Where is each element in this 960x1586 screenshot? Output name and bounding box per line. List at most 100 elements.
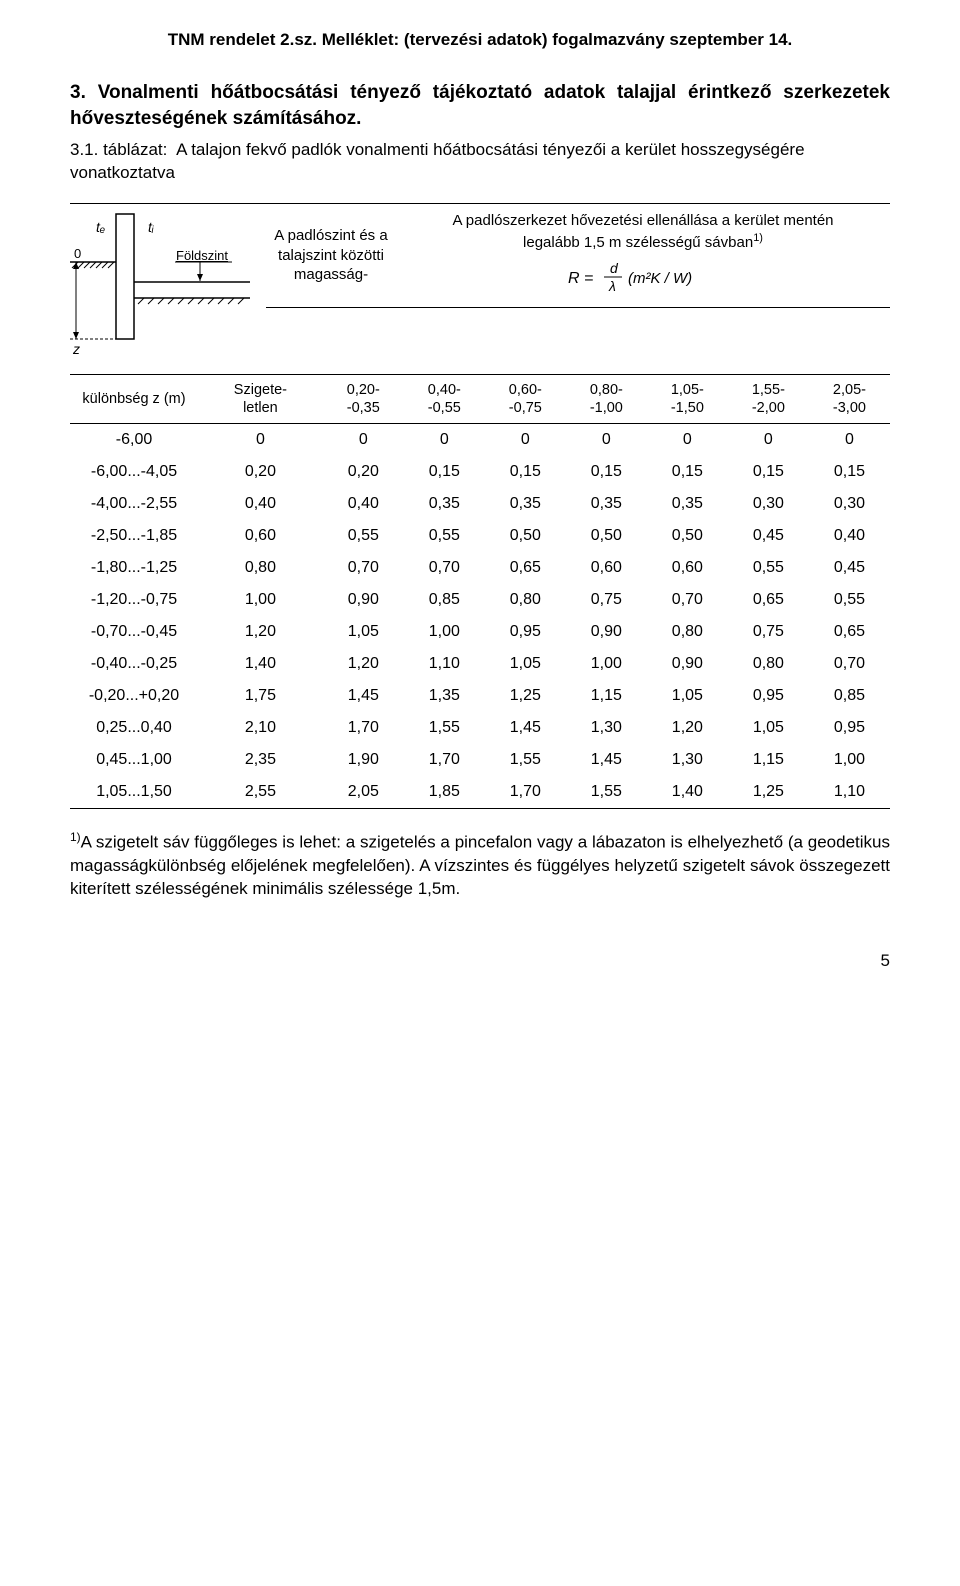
table-row: -6,00...-4,050,200,200,150,150,150,150,1… <box>70 456 890 488</box>
cell: 2,10 <box>198 712 323 744</box>
cell: 0,15 <box>647 456 728 488</box>
cell: 2,55 <box>198 776 323 809</box>
cell: 1,40 <box>198 648 323 680</box>
cell: 1,05 <box>485 648 566 680</box>
formula: R = d λ (m²K / W) <box>404 259 882 301</box>
col-header-1: 0,20--0,35 <box>323 375 404 424</box>
table-row: 0,45...1,002,351,901,701,551,451,301,151… <box>70 744 890 776</box>
cell: 0,15 <box>404 456 485 488</box>
cell: 1,45 <box>566 744 647 776</box>
svg-text:R =: R = <box>568 270 593 287</box>
table-row: -0,70...-0,451,201,051,000,950,900,800,7… <box>70 616 890 648</box>
header-left-cell: A padlószint és a talajszint közötti mag… <box>266 204 396 308</box>
cell: 0,15 <box>728 456 809 488</box>
row-label: 1,05...1,50 <box>70 776 198 809</box>
footnote-sup: 1) <box>70 830 81 844</box>
row-label: -1,80...-1,25 <box>70 552 198 584</box>
label-zero: 0 <box>74 246 81 261</box>
cell: 0,60 <box>647 552 728 584</box>
cell: 1,30 <box>647 744 728 776</box>
cell: 1,55 <box>404 712 485 744</box>
cell: 0,80 <box>485 584 566 616</box>
row-label: 0,25...0,40 <box>70 712 198 744</box>
row-label: -6,00...-4,05 <box>70 456 198 488</box>
cell: 0,40 <box>809 520 890 552</box>
cell: 0,55 <box>728 552 809 584</box>
table-row: 0,25...0,402,101,701,551,451,301,201,050… <box>70 712 890 744</box>
cell: 1,55 <box>566 776 647 809</box>
cell: 0,85 <box>404 584 485 616</box>
col-header-2: 0,40--0,55 <box>404 375 485 424</box>
table-row: -0,20...+0,201,751,451,351,251,151,050,9… <box>70 680 890 712</box>
col-header-7: 2,05--3,00 <box>809 375 890 424</box>
cell: 1,05 <box>323 616 404 648</box>
cell: 1,45 <box>323 680 404 712</box>
table-row: -1,80...-1,250,800,700,700,650,600,600,5… <box>70 552 890 584</box>
header-right-sup: 1) <box>753 232 763 244</box>
header-right-line2: legalább 1,5 m szélességű sávban <box>523 234 753 251</box>
cell: 0,15 <box>485 456 566 488</box>
cell: 0,90 <box>566 616 647 648</box>
cell: 0,15 <box>809 456 890 488</box>
header-right-cell: A padlószerkezet hővezetési ellenállása … <box>396 204 890 308</box>
cell: 0,40 <box>323 488 404 520</box>
header-block-table: A padlószint és a talajszint közötti mag… <box>266 204 890 308</box>
cell: 1,45 <box>485 712 566 744</box>
cell: 1,55 <box>485 744 566 776</box>
cell: 0,35 <box>485 488 566 520</box>
cell: 1,10 <box>404 648 485 680</box>
cell: 0 <box>485 424 566 457</box>
cell: 1,85 <box>404 776 485 809</box>
cell: 0,65 <box>728 584 809 616</box>
svg-text:d: d <box>610 260 619 276</box>
cell: 1,15 <box>566 680 647 712</box>
column-header-row: különbség z (m) Szigete-letlen 0,20--0,3… <box>70 375 890 424</box>
cell: 0 <box>809 424 890 457</box>
cell: 0,75 <box>566 584 647 616</box>
cell: 1,30 <box>566 712 647 744</box>
cell: 1,05 <box>647 680 728 712</box>
cell: 0,20 <box>323 456 404 488</box>
cell: 2,35 <box>198 744 323 776</box>
cell: 0 <box>647 424 728 457</box>
cell: 1,90 <box>323 744 404 776</box>
cell: 0,90 <box>647 648 728 680</box>
cell: 0,55 <box>323 520 404 552</box>
cell: 1,25 <box>728 776 809 809</box>
cell: 0,50 <box>647 520 728 552</box>
cell: 1,20 <box>647 712 728 744</box>
cell: 0,35 <box>566 488 647 520</box>
cell: 1,00 <box>809 744 890 776</box>
cell: 1,00 <box>198 584 323 616</box>
table-row: -0,40...-0,251,401,201,101,051,000,900,8… <box>70 648 890 680</box>
cell: 0,80 <box>647 616 728 648</box>
cell: 2,05 <box>323 776 404 809</box>
cell: 0,80 <box>728 648 809 680</box>
cross-section-diagram: tₑ tᵢ Földszint 0 z <box>70 204 252 364</box>
label-ti: tᵢ <box>148 219 154 235</box>
cell: 0,30 <box>728 488 809 520</box>
cell: 1,70 <box>323 712 404 744</box>
cell: 0,50 <box>485 520 566 552</box>
cell: 0,65 <box>809 616 890 648</box>
cell: 0,50 <box>566 520 647 552</box>
cell: 0,30 <box>809 488 890 520</box>
footnote: 1)A szigetelt sáv függőleges is lehet: a… <box>70 829 890 900</box>
col-header-3: 0,60--0,75 <box>485 375 566 424</box>
cell: 0,40 <box>198 488 323 520</box>
cell: 0 <box>323 424 404 457</box>
row-label: -4,00...-2,55 <box>70 488 198 520</box>
cell: 0 <box>198 424 323 457</box>
cell: 0,95 <box>728 680 809 712</box>
row-label: -0,40...-0,25 <box>70 648 198 680</box>
cell: 1,40 <box>647 776 728 809</box>
cell: 0,45 <box>809 552 890 584</box>
cell: 0,70 <box>647 584 728 616</box>
cell: 0,55 <box>404 520 485 552</box>
cell: 0,85 <box>809 680 890 712</box>
cell: 1,20 <box>198 616 323 648</box>
cell: 0 <box>404 424 485 457</box>
cell: 1,70 <box>404 744 485 776</box>
cell: 0,70 <box>404 552 485 584</box>
label-z: z <box>72 341 80 357</box>
